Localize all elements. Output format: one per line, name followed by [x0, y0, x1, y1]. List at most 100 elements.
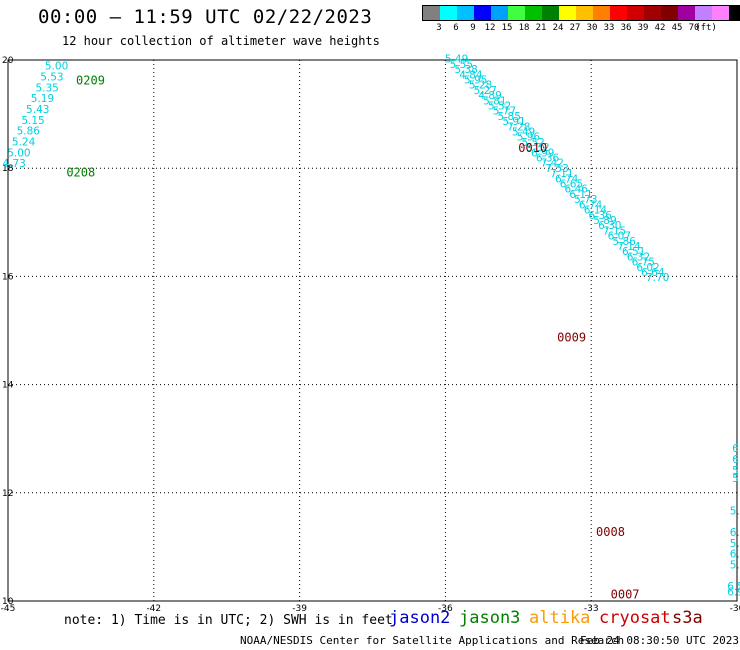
wave-height-value: 7.15: [603, 225, 626, 237]
legend-label: 21: [535, 23, 547, 33]
wave-height-value: 5.77: [493, 106, 516, 118]
wave-height-value: 5.00: [45, 61, 68, 73]
wave-height-value: 5.91: [502, 116, 525, 128]
wave-height-value: 5.86: [17, 126, 41, 138]
wave-height-value: 5.55: [450, 59, 473, 71]
legend-swatch: [491, 6, 508, 20]
legend-label: 27: [569, 23, 581, 33]
wave-height-value: 6.64: [641, 267, 665, 279]
wave-height-value: 6.11: [569, 189, 592, 201]
legend-label: 33: [603, 23, 615, 33]
wave-height-value: 7.28: [507, 121, 530, 133]
wave-height-value: 7.53: [545, 163, 568, 175]
wave-height-value: 5.: [730, 538, 740, 550]
wave-height-value: 6.02: [636, 262, 659, 274]
legend-swatch: [729, 6, 740, 20]
lat-tick-label: 10: [2, 597, 14, 607]
legend-swatch: [644, 6, 661, 20]
wave-height-value: 4.84: [459, 69, 483, 81]
wave-height-value: 5.: [730, 560, 740, 572]
wave-height-value: 6.5: [727, 581, 740, 593]
lat-tick-label: 20: [2, 56, 14, 66]
wave-height-value: 6.: [732, 443, 740, 455]
legend-swatch: [661, 6, 678, 20]
satellite-label: jason3: [459, 608, 521, 628]
wave-height-value: 6.: [730, 527, 740, 539]
legend-swatch: [695, 6, 712, 20]
wave-height-value: 6.07: [608, 231, 631, 243]
lon-tick-label: -33: [584, 604, 599, 614]
legend-label: 30: [586, 23, 598, 33]
wave-height-value: 7.42: [541, 158, 564, 170]
footer-credit: NOAA/NESDIS Center for Satellite Applica…: [240, 634, 625, 647]
wave-height-value: 5.49: [512, 127, 535, 139]
legend-swatch: [474, 6, 491, 20]
wave-height-value: 5: [732, 473, 739, 485]
legend-label: 12: [484, 23, 496, 33]
color-legend: 3 6 9 12 15 18 21 24 27 30 33 36 39 42 45 70 (ft): [422, 5, 740, 33]
legend-swatch: [627, 6, 644, 20]
wave-height-value: 7.70: [646, 272, 669, 284]
legend-swatch: [610, 6, 627, 20]
legend-label: 42: [654, 23, 666, 33]
wave-height-value: 5.89: [593, 215, 616, 227]
wave-height-value: 6.51: [622, 246, 645, 258]
legend-labels: 3 6 9 12 15 18 21 24 27 30 33 36 39 42 45 70 (ft): [422, 21, 740, 33]
wave-height-tracks: 5.005.535.355.195.435.155.865.245.004.73…: [2, 54, 669, 284]
legend-label: 39: [637, 23, 649, 33]
wave-height-value: 5.52: [488, 101, 511, 113]
wave-height-value: 5.73: [574, 194, 597, 206]
wave-height-value: 5.85: [498, 111, 521, 123]
wave-height-value: 5.15: [21, 115, 44, 127]
wave-height-value: 6.36: [536, 153, 560, 165]
lat-tick-label: 18: [2, 164, 14, 174]
lat-tick-label: 16: [2, 272, 14, 282]
wave-height-value: 7.11: [550, 168, 573, 180]
legend-swatch: [712, 6, 729, 20]
lon-tick-label: -36: [438, 604, 453, 614]
lon-tick-label: -45: [1, 604, 16, 614]
pass-number-label: 0009: [557, 330, 586, 344]
wave-height-value: 6.14: [584, 205, 608, 217]
satellite-label: altika: [529, 608, 591, 628]
legend-label: 18: [518, 23, 530, 33]
wave-height-value: 5.43: [26, 104, 49, 116]
legend-label: 24: [552, 23, 564, 33]
legend-swatch: [440, 6, 457, 20]
wave-height-value: 4.73: [2, 158, 25, 170]
legend-swatch: [576, 6, 593, 20]
page-subtitle: 12 hour collection of altimeter wave hei…: [62, 34, 380, 48]
page-title: 00:00 – 11:59 UTC 02/22/2023: [38, 6, 373, 28]
legend-swatch: [508, 6, 525, 20]
legend-label: 15: [501, 23, 513, 33]
wave-height-value: 6.: [730, 549, 740, 561]
legend-swatch: [525, 6, 542, 20]
legend-unit: (ft): [695, 23, 717, 33]
wave-height-value: 5.: [730, 505, 740, 517]
lon-tick-label: -42: [146, 604, 161, 614]
wave-height-value: 5.96: [517, 132, 541, 144]
lon-tick-label: -39: [292, 604, 307, 614]
legend-swatches: [422, 5, 740, 21]
map-frame: [7, 59, 738, 602]
satellite-label: s3a: [672, 608, 703, 628]
wave-height-value: 5.27: [474, 85, 497, 97]
legend-swatch: [678, 6, 695, 20]
footer-note: note: 1) Time is in UTC; 2) SWH is in fe…: [64, 613, 393, 628]
wave-height-value: 6.75: [632, 257, 655, 269]
axis-tick-labels: -45 -42 -39 -36 -33 -30 20 18 16 14 12 10: [1, 56, 740, 614]
legend-label: 36: [620, 23, 632, 33]
satellite-label: cryosat: [599, 608, 671, 628]
wave-height-value: 6.9: [727, 587, 740, 599]
lon-tick-label: -30: [730, 604, 740, 614]
wave-height-value: 5.28: [469, 80, 492, 92]
pass-labels: 0209 0208 0010 0009 0008 0007: [66, 73, 639, 601]
wave-height-value: 6.65: [560, 179, 583, 191]
lat-tick-label: 12: [2, 489, 13, 499]
pass-number-label: 0209: [76, 73, 105, 87]
legend-swatch: [423, 6, 440, 20]
pass-number-label: 0008: [596, 525, 625, 539]
legend-label: 45: [671, 23, 683, 33]
